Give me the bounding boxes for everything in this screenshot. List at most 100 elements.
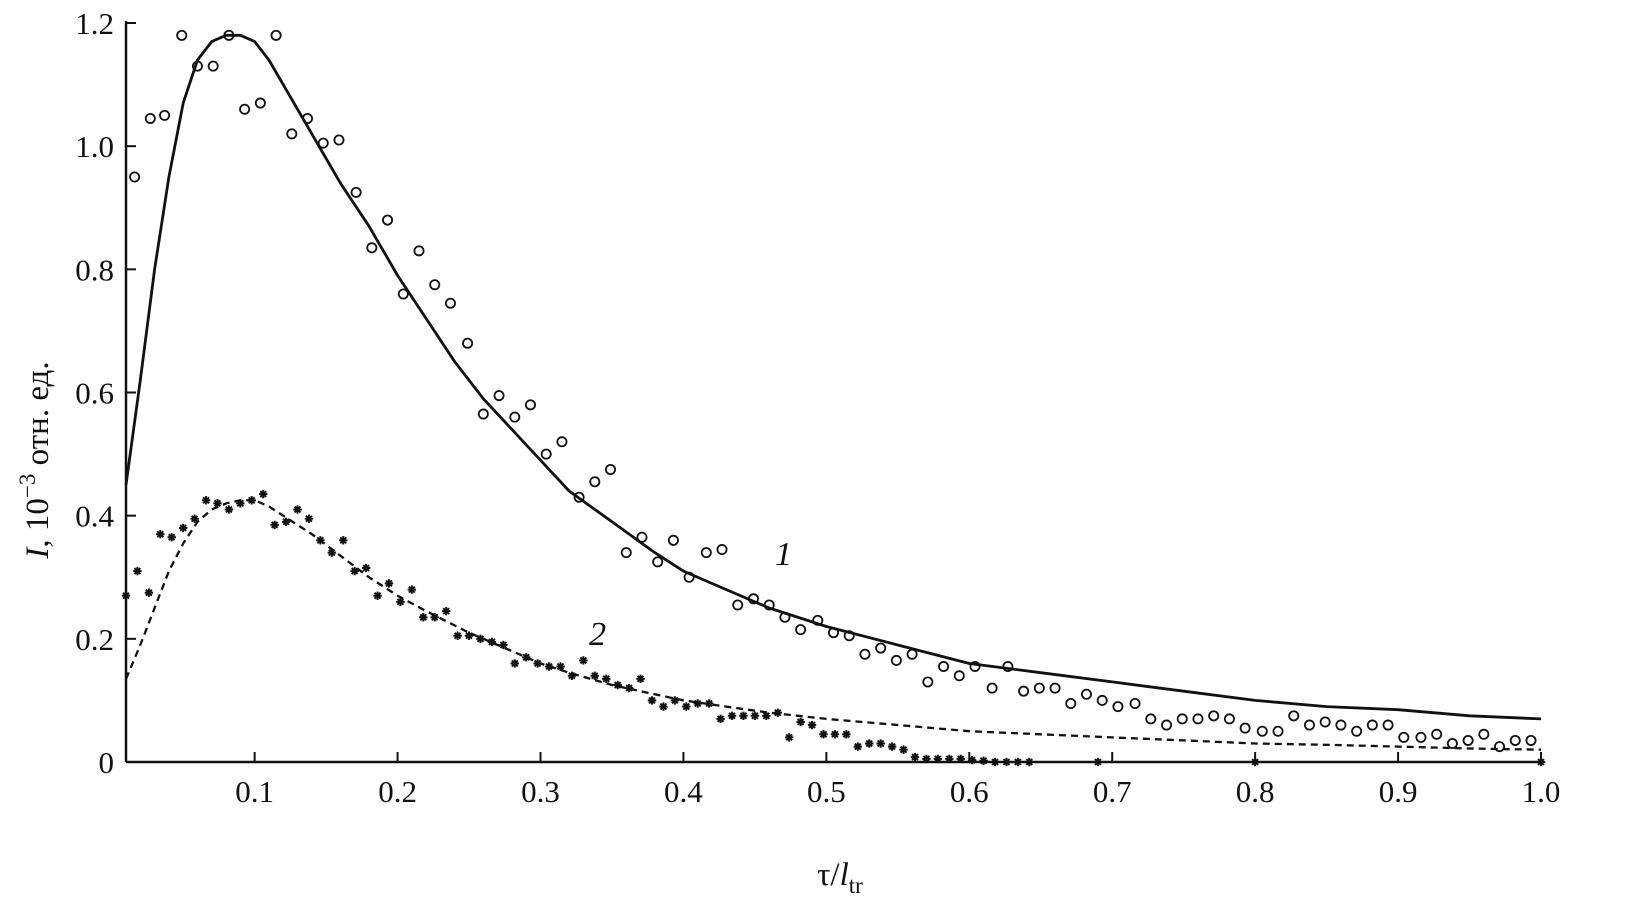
- y-tick-label: 1.0: [75, 129, 114, 164]
- data-point-asterisk: [933, 754, 943, 764]
- data-point-circle: [969, 661, 981, 673]
- x-ticks: 0.1 0.2 0.3 0.4 0.5 0.6 0.7 0.8 0.9 1.0: [235, 752, 1560, 809]
- data-point-circle: [477, 408, 489, 420]
- data-point-asterisk: [476, 634, 485, 644]
- data-point-asterisk: [453, 631, 462, 640]
- data-point-circle: [1239, 722, 1251, 734]
- data-point-circle: [286, 128, 298, 140]
- data-point-circle: [732, 599, 744, 611]
- data-point-circle: [462, 337, 474, 349]
- asterisk-stroke: [842, 730, 851, 738]
- data-point-circle: [1256, 725, 1268, 737]
- data-point-asterisk: [784, 733, 794, 742]
- asterisk-stroke: [796, 718, 805, 726]
- data-point-circle: [1033, 682, 1045, 694]
- data-point-asterisk: [773, 708, 782, 717]
- data-point-asterisk: [499, 640, 508, 650]
- data-point-asterisk: [316, 536, 325, 545]
- asterisk-stroke: [259, 490, 267, 498]
- data-point-circle: [683, 571, 695, 583]
- x-axis-title-italic: l: [840, 857, 849, 893]
- data-point-asterisk: [281, 517, 291, 527]
- asterisk-stroke: [1025, 758, 1033, 766]
- x-axis-title: τ/ltr: [817, 857, 863, 898]
- data-point-circle: [317, 137, 329, 149]
- asterisk-stroke: [511, 659, 519, 668]
- data-point-circle: [413, 245, 425, 257]
- x-tick-label: 0.4: [664, 774, 703, 809]
- asterisk-stroke: [945, 755, 953, 763]
- asterisk-stroke: [854, 742, 862, 751]
- asterisk-stroke: [190, 515, 199, 523]
- asterisk-stroke: [922, 755, 931, 763]
- data-point-circle: [1509, 734, 1521, 746]
- asterisk-stroke: [648, 696, 656, 705]
- data-point-asterisk: [579, 656, 588, 665]
- data-point-asterisk: [945, 754, 954, 764]
- data-point-circle: [589, 476, 601, 488]
- data-point-circle: [795, 624, 807, 636]
- series-1-solid-line: [124, 33, 1542, 721]
- data-point-asterisk: [167, 533, 176, 542]
- data-point-asterisk: [304, 514, 314, 523]
- data-point-circle: [890, 654, 902, 666]
- asterisk-stroke: [442, 607, 450, 615]
- data-point-circle: [763, 599, 775, 611]
- x-tick-label: 1.0: [1522, 774, 1561, 809]
- data-point-circle: [1080, 688, 1092, 700]
- y-axis-title-italic: I: [20, 546, 56, 560]
- asterisk-stroke: [602, 675, 610, 683]
- y-tick-label: 1.2: [75, 6, 114, 41]
- data-point-asterisk: [567, 671, 577, 680]
- x-axis-title-main: τ/: [817, 857, 840, 893]
- asterisk-stroke: [213, 499, 222, 508]
- data-point-circle: [1494, 741, 1506, 753]
- asterisk-stroke: [179, 524, 187, 532]
- data-point-circle: [953, 670, 965, 682]
- asterisk-stroke: [671, 696, 679, 705]
- data-point-circle: [1161, 719, 1173, 731]
- asterisk-stroke: [899, 746, 908, 754]
- data-point-asterisk: [327, 548, 337, 557]
- data-point-asterisk: [1093, 757, 1103, 767]
- asterisk-stroke: [1002, 758, 1011, 766]
- data-point-circle: [1462, 734, 1474, 746]
- series-1-open-circle: [129, 29, 1537, 753]
- data-point-asterisk: [967, 755, 977, 765]
- data-point-asterisk: [236, 499, 245, 508]
- asterisk-stroke: [568, 672, 576, 680]
- asterisk-stroke: [362, 564, 370, 572]
- data-point-circle: [239, 103, 251, 115]
- data-point-asterisk: [590, 671, 600, 680]
- asterisk-stroke: [785, 733, 793, 742]
- axes: [124, 21, 1543, 764]
- data-point-circle: [747, 593, 759, 605]
- asterisk-stroke: [236, 499, 245, 508]
- asterisk-stroke: [968, 756, 976, 764]
- asterisk-stroke: [122, 592, 130, 600]
- data-point-asterisk: [830, 730, 840, 739]
- data-point-circle: [540, 448, 552, 460]
- asterisk-stroke: [625, 684, 633, 692]
- data-point-circle: [1319, 716, 1331, 728]
- data-point-circle: [667, 534, 679, 546]
- data-point-asterisk: [293, 505, 302, 514]
- data-point-asterisk: [762, 711, 771, 721]
- asterisk-stroke: [339, 536, 347, 544]
- data-point-circle: [302, 112, 314, 124]
- data-point-asterisk: [636, 674, 645, 684]
- asterisk-stroke: [465, 632, 473, 640]
- asterisk-stroke: [453, 632, 462, 640]
- y-tick-label: 0.8: [75, 252, 114, 287]
- data-point-circle: [636, 531, 648, 543]
- data-point-circle: [270, 29, 282, 41]
- data-point-asterisk: [533, 659, 542, 668]
- x-tick-label: 0.2: [378, 774, 417, 809]
- data-point-asterisk: [922, 754, 931, 764]
- data-point-circle: [524, 399, 536, 411]
- data-point-circle: [1303, 719, 1315, 731]
- data-point-asterisk: [716, 714, 725, 724]
- data-point-circle: [1351, 725, 1363, 737]
- data-point-asterisk: [659, 702, 668, 711]
